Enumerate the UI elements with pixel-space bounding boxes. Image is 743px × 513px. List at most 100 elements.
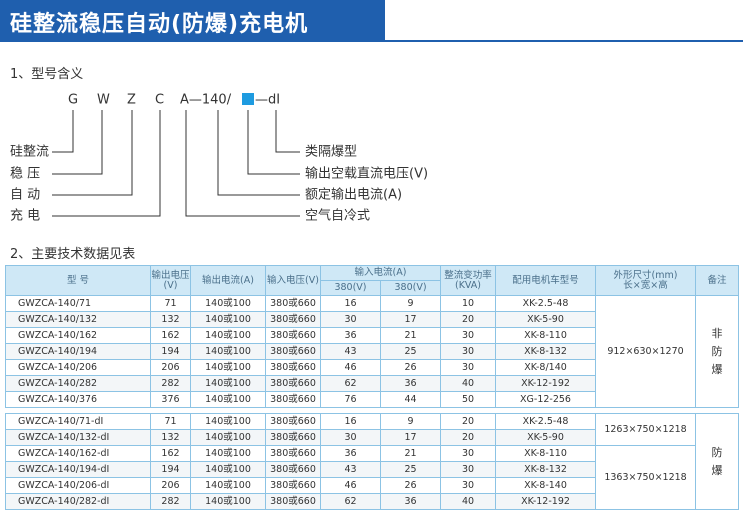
data-cell: 194 bbox=[150, 461, 191, 478]
data-row: GWZCA-140/282-dI 282 140或100 380或660 62 36 40 X… bbox=[5, 493, 739, 510]
left-label: 充 电 bbox=[10, 208, 40, 224]
data-cell: 62 bbox=[320, 375, 381, 392]
right-label: 输出空载直流电压(V) bbox=[305, 166, 428, 182]
data-cell: 380或660 bbox=[265, 391, 321, 408]
data-cell: 380或660 bbox=[265, 429, 321, 446]
connector bbox=[275, 110, 300, 153]
header-cell: 备注 bbox=[695, 265, 740, 296]
size-cell: 912×630×1270 bbox=[595, 295, 697, 408]
data-cell: 380或660 bbox=[265, 311, 321, 328]
data-row: GWZCA-140/194-dI 194 140或100 380或660 43 25 30 X… bbox=[5, 461, 739, 478]
code-letter: Z bbox=[127, 93, 136, 108]
right-label: 空气自冷式 bbox=[305, 208, 370, 224]
data-cell: 36 bbox=[379, 493, 442, 510]
model-cell: GWZCA-140/194-dI bbox=[5, 461, 151, 478]
data-cell: XK-8-132 bbox=[495, 343, 597, 360]
data-row: GWZCA-140/194 194 140或100 380或660 43 25 30 XK-8… bbox=[5, 343, 739, 360]
model-cell: GWZCA-140/162-dI bbox=[5, 445, 151, 462]
data-cell: 30 bbox=[320, 311, 381, 328]
header-cell: 外形尺寸(mm) 长×宽×高 bbox=[595, 265, 697, 296]
data-cell: 17 bbox=[379, 311, 442, 328]
header-text: 长×宽×高 bbox=[623, 279, 668, 291]
code-letter: W bbox=[97, 93, 110, 108]
data-cell: 380或660 bbox=[265, 359, 321, 376]
connector bbox=[52, 110, 133, 196]
data-cell: 194 bbox=[150, 343, 191, 360]
data-cell: 36 bbox=[320, 327, 381, 344]
data-cell: 140或100 bbox=[190, 359, 266, 376]
data-cell: 30 bbox=[440, 461, 497, 478]
data-row: GWZCA-140/162-dI 162 140或100 380或660 36 21 30 X… bbox=[5, 445, 739, 510]
header-cell: 输入电压(V) bbox=[265, 265, 321, 296]
data-row: GWZCA-140/376 376 140或100 380或660 76 44 50 XG-1… bbox=[5, 391, 739, 408]
data-cell: 9 bbox=[379, 413, 442, 430]
model-cell: GWZCA-140/206-dI bbox=[5, 477, 151, 494]
spec-table: 型 号输出电压(V) 输出电流(A) 输入电压(V) 输入电流(A) 整流变功率(KVA… bbox=[5, 265, 740, 510]
title-bar: 硅整流稳压自动(防爆)充电机 bbox=[0, 0, 385, 40]
data-cell: 140或100 bbox=[190, 327, 266, 344]
header-cell: 型 号 bbox=[5, 265, 151, 296]
data-row: GWZCA-140/71-dI 71 140或100 380或660 16 9 20 XK-2… bbox=[5, 413, 740, 510]
header-subcell: 380(V) bbox=[379, 280, 442, 296]
model-cell: GWZCA-140/376 bbox=[5, 391, 151, 408]
section-heading: 2、主要技术数据见表 bbox=[10, 247, 136, 262]
data-cell: 140或100 bbox=[190, 295, 266, 312]
data-cell: 40 bbox=[440, 375, 497, 392]
data-cell: 140或100 bbox=[190, 461, 266, 478]
data-cell: 25 bbox=[379, 461, 442, 478]
connector bbox=[52, 110, 74, 153]
data-cell: XK-2.5-48 bbox=[495, 413, 597, 430]
data-cell: 380或660 bbox=[265, 375, 321, 392]
data-cell: 76 bbox=[320, 391, 381, 408]
title-rule bbox=[0, 40, 743, 42]
header-cell: 输出电流(A) bbox=[190, 265, 266, 296]
data-cell: 380或660 bbox=[265, 445, 321, 462]
data-cell: 71 bbox=[150, 295, 191, 312]
model-cell: GWZCA-140/132 bbox=[5, 311, 151, 328]
data-cell: 10 bbox=[440, 295, 497, 312]
data-cell: 46 bbox=[320, 359, 381, 376]
model-cell: GWZCA-140/282-dI bbox=[5, 493, 151, 510]
data-cell: 30 bbox=[440, 327, 497, 344]
model-cell: GWZCA-140/132-dI bbox=[5, 429, 151, 446]
model-cell: GWZCA-140/162 bbox=[5, 327, 151, 344]
data-cell: 162 bbox=[150, 327, 191, 344]
data-cell: 26 bbox=[379, 477, 442, 494]
header-cell: 输出电压(V) bbox=[150, 265, 191, 296]
data-cell: 21 bbox=[379, 445, 442, 462]
data-cell: 132 bbox=[150, 429, 191, 446]
code-letter: —dI bbox=[255, 93, 280, 108]
model-cell: GWZCA-140/194 bbox=[5, 343, 151, 360]
data-cell: 380或660 bbox=[265, 413, 321, 430]
data-cell: XK-12-192 bbox=[495, 493, 597, 510]
data-cell: 25 bbox=[379, 343, 442, 360]
data-cell: 16 bbox=[320, 413, 381, 430]
data-cell: 21 bbox=[379, 327, 442, 344]
data-cell: 50 bbox=[440, 391, 497, 408]
header-cell: 配用电机车型号 bbox=[495, 265, 597, 296]
header-text: 外形尺寸(mm) bbox=[613, 269, 678, 281]
size-cell: 1263×750×1218 bbox=[595, 413, 697, 446]
data-cell: 140或100 bbox=[190, 429, 266, 446]
header-row: 型 号输出电压(V) 输出电流(A) 输入电压(V) 输入电流(A) 整流变功率(KVA… bbox=[5, 265, 740, 296]
data-row: GWZCA-140/132 132 140或100 380或660 30 17 20 XK-5… bbox=[5, 311, 739, 328]
data-cell: XK-8/140 bbox=[495, 359, 597, 376]
header-subcell: 380(V) bbox=[320, 280, 381, 296]
code-letter: A—140/ bbox=[180, 93, 232, 108]
data-cell: 9 bbox=[379, 295, 442, 312]
data-cell: 206 bbox=[150, 477, 191, 494]
data-cell: 140或100 bbox=[190, 493, 266, 510]
data-cell: 44 bbox=[379, 391, 442, 408]
page-title: 硅整流稳压自动(防爆)充电机 bbox=[10, 12, 309, 37]
data-cell: 380或660 bbox=[265, 327, 321, 344]
data-cell: 36 bbox=[379, 375, 442, 392]
remark-cell: 防爆 bbox=[695, 413, 740, 510]
data-cell: 40 bbox=[440, 493, 497, 510]
data-cell: 30 bbox=[320, 429, 381, 446]
section-heading: 1、型号含义 bbox=[10, 67, 84, 82]
data-cell: 20 bbox=[440, 311, 497, 328]
data-cell: 140或100 bbox=[190, 375, 266, 392]
data-cell: 140或100 bbox=[190, 311, 266, 328]
